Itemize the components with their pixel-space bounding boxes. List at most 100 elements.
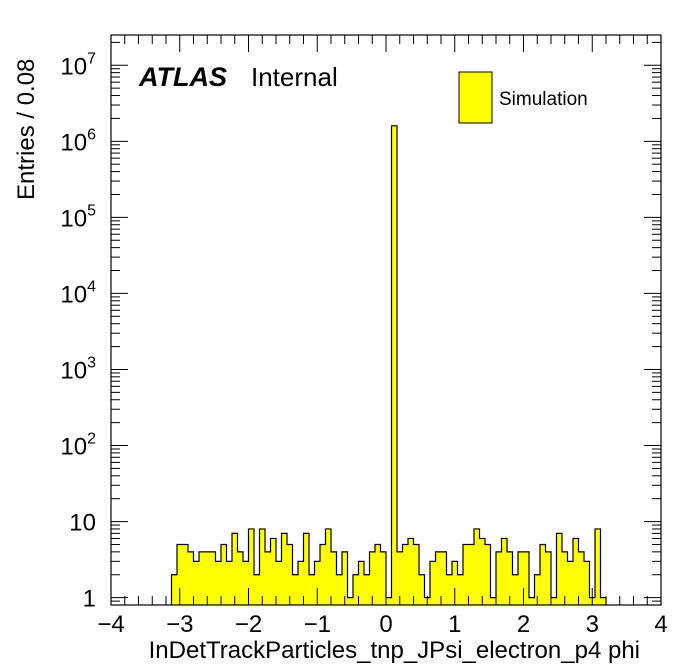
histogram-bin [452, 561, 458, 605]
histogram-bin [408, 538, 414, 605]
histogram-bin [309, 574, 315, 605]
histogram-bin [347, 597, 353, 605]
histogram-bin [529, 597, 535, 605]
histogram-bin [556, 533, 562, 605]
histogram-bin [276, 561, 282, 605]
histogram-bin [562, 551, 568, 605]
histogram-bin [287, 544, 293, 605]
histogram-bin [419, 574, 425, 605]
histogram-bin [243, 561, 249, 605]
histogram-bin [265, 551, 271, 605]
x-tick-label: −1 [304, 611, 331, 638]
histogram-bin [474, 528, 480, 605]
histogram-bin [237, 551, 243, 605]
y-axis-tick-labels: 1 10 102 103 104 105 106 107 [60, 50, 96, 612]
legend-swatch [458, 71, 493, 124]
histogram-bin [507, 551, 513, 605]
histogram-bin [479, 538, 485, 605]
histogram-bin [325, 528, 331, 605]
histogram-bin [232, 533, 238, 605]
histogram-bin [248, 528, 254, 605]
histogram-bin [567, 561, 573, 605]
histogram-bin [221, 544, 227, 605]
histogram-bin [369, 551, 375, 605]
histogram-bin [303, 533, 309, 605]
x-tick-label: 3 [586, 611, 599, 638]
y-tick-label: 10 [69, 510, 96, 537]
histogram-bin [446, 574, 452, 605]
histogram-bin [193, 561, 199, 605]
histogram-bin [496, 551, 502, 605]
y-tick-label: 104 [60, 278, 96, 308]
histogram-bin [320, 544, 326, 605]
x-axis-label: InDetTrackParticles_tnp_JPsi_electron_p4… [149, 637, 640, 664]
x-tick-label: −4 [97, 611, 124, 638]
histogram-bin [292, 574, 298, 605]
histogram-bin [441, 551, 447, 605]
y-axis-label: Entries / 0.08 [13, 59, 40, 200]
histogram-bin [518, 551, 524, 605]
histogram-bin [512, 574, 518, 605]
histogram-bin [298, 561, 304, 605]
y-axis-ticks [111, 41, 661, 606]
histogram-bin [182, 544, 188, 605]
histogram-bin [386, 597, 392, 605]
histogram-bin [595, 528, 601, 605]
x-tick-label: 2 [517, 611, 530, 638]
histogram-bin [468, 544, 474, 605]
histogram-bin [380, 551, 386, 605]
histogram-bin [358, 561, 364, 605]
y-tick-label: 106 [60, 126, 96, 156]
histogram-bin [375, 544, 381, 605]
histogram-bin [573, 538, 579, 605]
histogram-bin [259, 528, 265, 605]
histogram-bin [226, 561, 232, 605]
histogram-bin [463, 544, 469, 605]
histogram-bin [485, 544, 491, 605]
legend: Simulation [458, 71, 588, 124]
atlas-sublabel: Internal [251, 62, 338, 92]
histogram-bin [430, 561, 436, 605]
legend-label-simulation: Simulation [499, 89, 588, 110]
histogram-bin [545, 551, 551, 605]
plot-frame [110, 34, 662, 606]
atlas-label: ATLAS [138, 62, 227, 92]
histogram-bin [413, 544, 419, 605]
y-tick-label: 105 [60, 202, 96, 232]
histogram-bin [342, 551, 348, 605]
histogram-bin [540, 544, 546, 605]
histogram-bin [584, 561, 590, 605]
histogram-bin [391, 125, 397, 605]
histogram-bin [215, 561, 221, 605]
histogram-bin [336, 574, 342, 605]
histogram-bin [254, 574, 260, 605]
histogram-bin [171, 574, 177, 605]
x-tick-label: 4 [654, 611, 667, 638]
histogram-bin [600, 597, 606, 605]
histogram-bin [177, 544, 183, 605]
x-axis-tick-labels: −4 −3 −2 −1 0 1 2 3 4 [97, 611, 667, 638]
histogram-bin [270, 538, 276, 605]
histogram-bin [331, 551, 337, 605]
histogram-bin [397, 551, 403, 605]
histogram-bin [523, 551, 529, 605]
y-tick-label: 102 [60, 431, 96, 461]
histogram-bin [204, 551, 210, 605]
histogram-bin [578, 551, 584, 605]
x-tick-label: −2 [235, 611, 262, 638]
histogram-bin [501, 538, 507, 605]
x-tick-label: 0 [379, 611, 392, 638]
histogram-bin [534, 574, 540, 605]
x-axis-ticks [110, 35, 662, 605]
x-tick-label: −3 [166, 611, 193, 638]
histogram-bin [364, 574, 370, 605]
histogram-outline [170, 125, 607, 605]
histogram-bin [457, 574, 463, 605]
y-tick-label: 107 [60, 50, 96, 80]
histogram-bin [199, 551, 205, 605]
histogram-bars [170, 125, 607, 605]
histogram-bin [188, 551, 194, 605]
y-tick-label: 103 [60, 354, 96, 384]
histogram-bin [435, 551, 441, 605]
histogram-bin [490, 597, 496, 605]
